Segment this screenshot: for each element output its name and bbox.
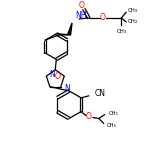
Text: O: O	[100, 14, 105, 22]
Text: CH₃: CH₃	[128, 19, 138, 24]
Polygon shape	[68, 23, 72, 35]
Text: O: O	[86, 112, 92, 121]
Text: N: N	[49, 70, 55, 79]
Text: CH₃: CH₃	[128, 8, 138, 13]
Text: NH: NH	[75, 11, 86, 20]
Text: CH₃: CH₃	[107, 123, 116, 128]
Text: CN: CN	[95, 89, 106, 98]
Text: CH₃: CH₃	[109, 111, 118, 116]
Text: O: O	[54, 72, 60, 81]
Text: O: O	[79, 1, 85, 10]
Text: CH₃: CH₃	[116, 29, 126, 34]
Text: N: N	[64, 84, 69, 93]
